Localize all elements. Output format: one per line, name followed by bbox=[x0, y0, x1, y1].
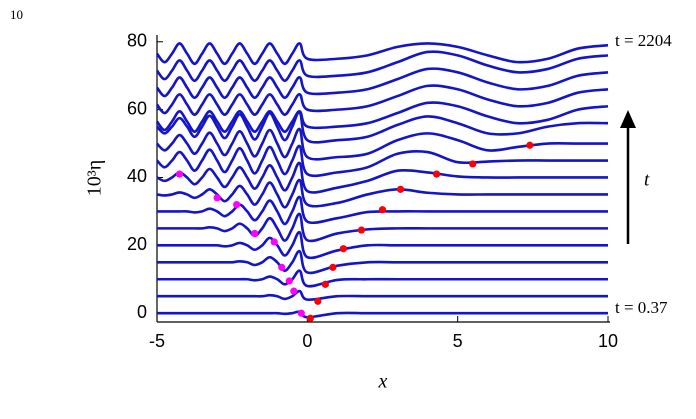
x-axis-label: x bbox=[378, 371, 388, 393]
curve bbox=[156, 144, 608, 178]
top-label: t = 2204 bbox=[615, 31, 672, 50]
marker-dot bbox=[433, 170, 441, 178]
arrow-head bbox=[620, 110, 636, 128]
marker-dot bbox=[270, 238, 278, 246]
y-tick-label: 0 bbox=[137, 302, 147, 322]
x-tick-label: 5 bbox=[453, 331, 463, 351]
curve bbox=[155, 50, 609, 83]
curve bbox=[156, 289, 608, 302]
x-tick-label: 0 bbox=[302, 331, 312, 351]
marker-dot bbox=[290, 287, 298, 295]
curve bbox=[155, 101, 609, 133]
curve bbox=[156, 161, 608, 194]
curve bbox=[156, 195, 608, 226]
marker-dot bbox=[339, 245, 348, 253]
curve bbox=[156, 178, 608, 209]
marker-dot bbox=[321, 280, 329, 288]
marker-dot bbox=[357, 226, 366, 234]
marker-dot bbox=[469, 160, 477, 168]
curve bbox=[157, 212, 608, 243]
curve bbox=[157, 249, 608, 275]
curve bbox=[155, 84, 609, 117]
y-tick-label: 40 bbox=[127, 166, 147, 186]
marker-dot bbox=[396, 185, 405, 193]
x-tick-label: 10 bbox=[598, 331, 618, 351]
y-tick-label: 60 bbox=[127, 98, 147, 118]
marker-dot bbox=[526, 141, 534, 149]
curve bbox=[157, 230, 608, 260]
marker-dot bbox=[251, 229, 259, 238]
y-tick-label: 80 bbox=[127, 31, 147, 51]
curve bbox=[155, 42, 609, 66]
y-axis-label: 10³η bbox=[84, 160, 106, 196]
curve bbox=[156, 310, 608, 319]
marker-dot bbox=[278, 263, 286, 271]
marker-dot bbox=[306, 314, 314, 322]
marker-dot bbox=[175, 170, 184, 178]
marker-dot bbox=[233, 201, 241, 209]
marker-dot bbox=[213, 194, 221, 202]
marker-dot bbox=[378, 206, 387, 214]
curve bbox=[156, 127, 608, 161]
curve bbox=[157, 269, 608, 288]
bottom-label: t = 0.37 bbox=[615, 298, 668, 317]
y-tick-label: 20 bbox=[127, 234, 147, 254]
curve bbox=[155, 67, 609, 100]
arrow-label: t bbox=[644, 169, 650, 190]
page-number: 10 bbox=[10, 7, 23, 22]
curve bbox=[156, 110, 609, 144]
marker-dot bbox=[314, 297, 322, 305]
marker-dot bbox=[297, 309, 305, 317]
marker-dot bbox=[285, 277, 293, 285]
x-tick-label: -5 bbox=[149, 331, 165, 351]
marker-dot bbox=[329, 263, 337, 271]
